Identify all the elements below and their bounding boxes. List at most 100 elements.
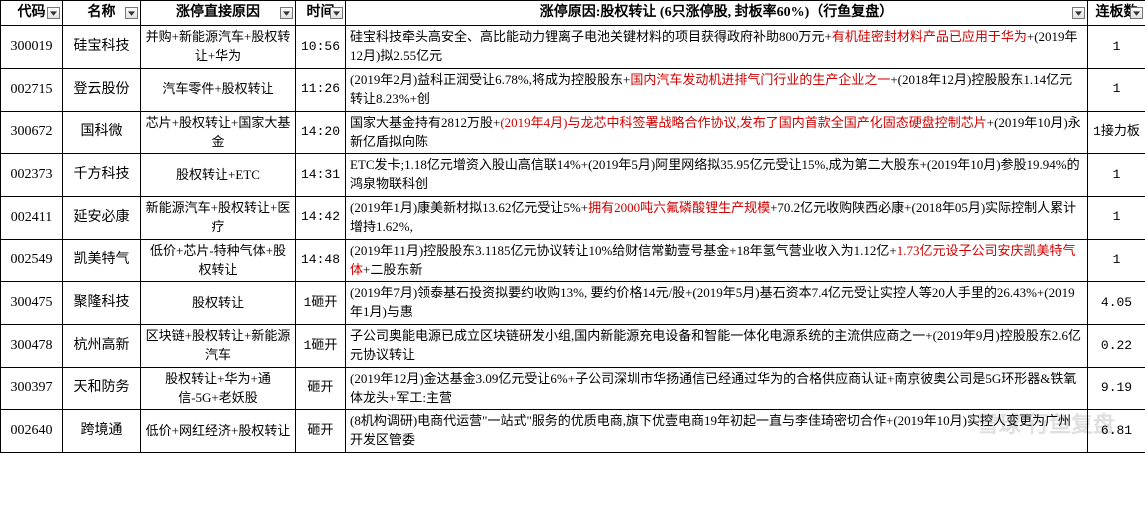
cell-streak: 1 <box>1088 239 1145 282</box>
cell-reason: ETC发卡;1.18亿元增资入股山高信联14%+(2019年5月)阿里网络拟35… <box>346 154 1088 197</box>
cell-name: 千方科技 <box>63 154 141 197</box>
table-row: 300478杭州高新区块链+股权转让+新能源汽车1砸开子公司奥能电源已成立区块链… <box>1 325 1145 368</box>
cell-direct-cause: 股权转让+ETC <box>141 154 296 197</box>
cell-streak: 0.22 <box>1088 325 1145 368</box>
cell-time: 14:42 <box>296 197 346 240</box>
cell-streak: 1 <box>1088 154 1145 197</box>
reason-text: 硅宝科技牵头高安全、高比能动力锂离子电池关键材料的项目获得政府补助800万元+ <box>350 29 832 44</box>
cell-streak: 4.05 <box>1088 282 1145 325</box>
table-row: 002549凯美特气低价+芯片-特种气体+股权转让14:48 (2019年11月)… <box>1 239 1145 282</box>
table-row: 300672国科微芯片+股权转让+国家大基金14:20国家大基金持有2812万股… <box>1 111 1145 154</box>
cell-code: 300397 <box>1 367 63 410</box>
cell-direct-cause: 低价+芯片-特种气体+股权转让 <box>141 239 296 282</box>
col-header-label: 涨停原因:股权转让 (6只涨停股, 封板率60%)（行鱼复盘） <box>540 5 894 20</box>
cell-code: 300475 <box>1 282 63 325</box>
header-row: 代码 名称 涨停直接原因 时间 涨停原因:股权转让 (6只涨停股, 封板率60%)（行鱼… <box>1 1 1145 26</box>
filter-icon[interactable] <box>330 7 343 19</box>
cell-name: 聚隆科技 <box>63 282 141 325</box>
cell-reason: (2019年2月)益科正润受让6.78%,将成为控股股东+国内汽车发动机进排气门… <box>346 68 1088 111</box>
reason-text: (8机构调研)电商代运营"一站式"服务的优质电商,旗下优壹电商19年初起一直与李… <box>350 413 1071 447</box>
reason-text: (2019年1月)康美新材拟13.62亿元受让5%+ <box>350 200 588 215</box>
cell-time: 11:26 <box>296 68 346 111</box>
col-header-name[interactable]: 名称 <box>63 1 141 26</box>
col-header-label: 涨停直接原因 <box>176 5 260 20</box>
cell-reason: 硅宝科技牵头高安全、高比能动力锂离子电池关键材料的项目获得政府补助800万元+有… <box>346 26 1088 69</box>
col-header-code[interactable]: 代码 <box>1 1 63 26</box>
table-row: 002640跨境通低价+网红经济+股权转让砸开(8机构调研)电商代运营"一站式"… <box>1 410 1145 453</box>
reason-highlight: (2019年4月)与龙芯中科签署战略合作协议,发布了国内首款全国产化固态硬盘控制… <box>500 115 986 130</box>
cell-code: 002411 <box>1 197 63 240</box>
col-header-time[interactable]: 时间 <box>296 1 346 26</box>
reason-text: +二股东新 <box>363 262 422 277</box>
cell-time: 14:48 <box>296 239 346 282</box>
cell-streak: 9.19 <box>1088 367 1145 410</box>
filter-icon[interactable] <box>280 7 293 19</box>
cell-streak: 6.81 <box>1088 410 1145 453</box>
cell-direct-cause: 并购+新能源汽车+股权转让+华为 <box>141 26 296 69</box>
reason-highlight: 拥有2000吨六氟磷酸锂生产规模 <box>588 200 770 215</box>
filter-icon[interactable] <box>47 7 60 19</box>
cell-reason: 国家大基金持有2812万股+(2019年4月)与龙芯中科签署战略合作协议,发布了… <box>346 111 1088 154</box>
stock-table: 代码 名称 涨停直接原因 时间 涨停原因:股权转让 (6只涨停股, 封板率60%)（行鱼… <box>0 0 1145 453</box>
cell-code: 002640 <box>1 410 63 453</box>
cell-streak: 1接力板 <box>1088 111 1145 154</box>
cell-reason: (8机构调研)电商代运营"一站式"服务的优质电商,旗下优壹电商19年初起一直与李… <box>346 410 1088 453</box>
cell-direct-cause: 股权转让+华为+通信-5G+老妖股 <box>141 367 296 410</box>
cell-time: 砸开 <box>296 410 346 453</box>
cell-direct-cause: 低价+网红经济+股权转让 <box>141 410 296 453</box>
reason-text: (2019年12月)金达基金3.09亿元受让6%+子公司深圳市华扬通信已经通过华… <box>350 371 1076 405</box>
cell-direct-cause: 汽车零件+股权转让 <box>141 68 296 111</box>
reason-text: (2019年7月)领泰基石投资拟要约收购13%, 要约价格14元/股+(2019… <box>350 285 1075 319</box>
table-row: 300397天和防务股权转让+华为+通信-5G+老妖股砸开(2019年12月)金… <box>1 367 1145 410</box>
cell-name: 天和防务 <box>63 367 141 410</box>
table-row: 002411延安必康新能源汽车+股权转让+医疗14:42(2019年1月)康美新… <box>1 197 1145 240</box>
cell-code: 300478 <box>1 325 63 368</box>
reason-text: ETC发卡;1.18亿元增资入股山高信联14%+(2019年5月)阿里网络拟35… <box>350 157 1080 191</box>
filter-icon[interactable] <box>1072 7 1085 19</box>
cell-code: 002549 <box>1 239 63 282</box>
cell-direct-cause: 股权转让 <box>141 282 296 325</box>
cell-name: 杭州高新 <box>63 325 141 368</box>
cell-name: 凯美特气 <box>63 239 141 282</box>
table-row: 002715登云股份汽车零件+股权转让11:26(2019年2月)益科正润受让6… <box>1 68 1145 111</box>
reason-highlight: 国内汽车发动机进排气门行业的生产企业之一 <box>630 72 890 87</box>
table-row: 002373千方科技股权转让+ETC14:31ETC发卡;1.18亿元增资入股山… <box>1 154 1145 197</box>
cell-reason: (2019年12月)金达基金3.09亿元受让6%+子公司深圳市华扬通信已经通过华… <box>346 367 1088 410</box>
cell-time: 1砸开 <box>296 282 346 325</box>
cell-reason: 子公司奥能电源已成立区块链研发小组,国内新能源充电设备和智能一体化电源系统的主流… <box>346 325 1088 368</box>
filter-icon[interactable] <box>1130 7 1143 19</box>
table-row: 300475聚隆科技股权转让1砸开(2019年7月)领泰基石投资拟要约收购13%… <box>1 282 1145 325</box>
filter-icon[interactable] <box>125 7 138 19</box>
cell-name: 硅宝科技 <box>63 26 141 69</box>
cell-code: 002715 <box>1 68 63 111</box>
reason-highlight: 有机硅密封材料产品已应用于华为 <box>832 29 1027 44</box>
cell-streak: 1 <box>1088 197 1145 240</box>
cell-time: 10:56 <box>296 26 346 69</box>
reason-text: 子公司奥能电源已成立区块链研发小组,国内新能源充电设备和智能一体化电源系统的主流… <box>350 328 1081 362</box>
cell-reason: (2019年11月)控股股东3.1185亿元协议转让10%给财信常勤壹号基金+1… <box>346 239 1088 282</box>
cell-direct-cause: 芯片+股权转让+国家大基金 <box>141 111 296 154</box>
cell-code: 002373 <box>1 154 63 197</box>
table-row: 300019硅宝科技并购+新能源汽车+股权转让+华为10:56硅宝科技牵头高安全… <box>1 26 1145 69</box>
cell-reason: (2019年7月)领泰基石投资拟要约收购13%, 要约价格14元/股+(2019… <box>346 282 1088 325</box>
cell-time: 1砸开 <box>296 325 346 368</box>
cell-time: 14:20 <box>296 111 346 154</box>
cell-name: 国科微 <box>63 111 141 154</box>
col-header-label: 代码 <box>18 5 46 20</box>
cell-streak: 1 <box>1088 26 1145 69</box>
reason-text: (2019年11月)控股股东3.1185亿元协议转让10%给财信常勤壹号基金+1… <box>350 243 897 258</box>
cell-reason: (2019年1月)康美新材拟13.62亿元受让5%+拥有2000吨六氟磷酸锂生产… <box>346 197 1088 240</box>
cell-direct-cause: 区块链+股权转让+新能源汽车 <box>141 325 296 368</box>
reason-text: (2019年2月)益科正润受让6.78%,将成为控股股东+ <box>350 72 630 87</box>
cell-time: 14:31 <box>296 154 346 197</box>
col-header-reason[interactable]: 涨停原因:股权转让 (6只涨停股, 封板率60%)（行鱼复盘） <box>346 1 1088 26</box>
col-header-streak[interactable]: 连板数 <box>1088 1 1145 26</box>
reason-text: 国家大基金持有2812万股+ <box>350 115 500 130</box>
cell-code: 300672 <box>1 111 63 154</box>
cell-name: 跨境通 <box>63 410 141 453</box>
col-header-label: 名称 <box>88 5 116 20</box>
cell-code: 300019 <box>1 26 63 69</box>
col-header-direct_cause[interactable]: 涨停直接原因 <box>141 1 296 26</box>
cell-direct-cause: 新能源汽车+股权转让+医疗 <box>141 197 296 240</box>
cell-time: 砸开 <box>296 367 346 410</box>
